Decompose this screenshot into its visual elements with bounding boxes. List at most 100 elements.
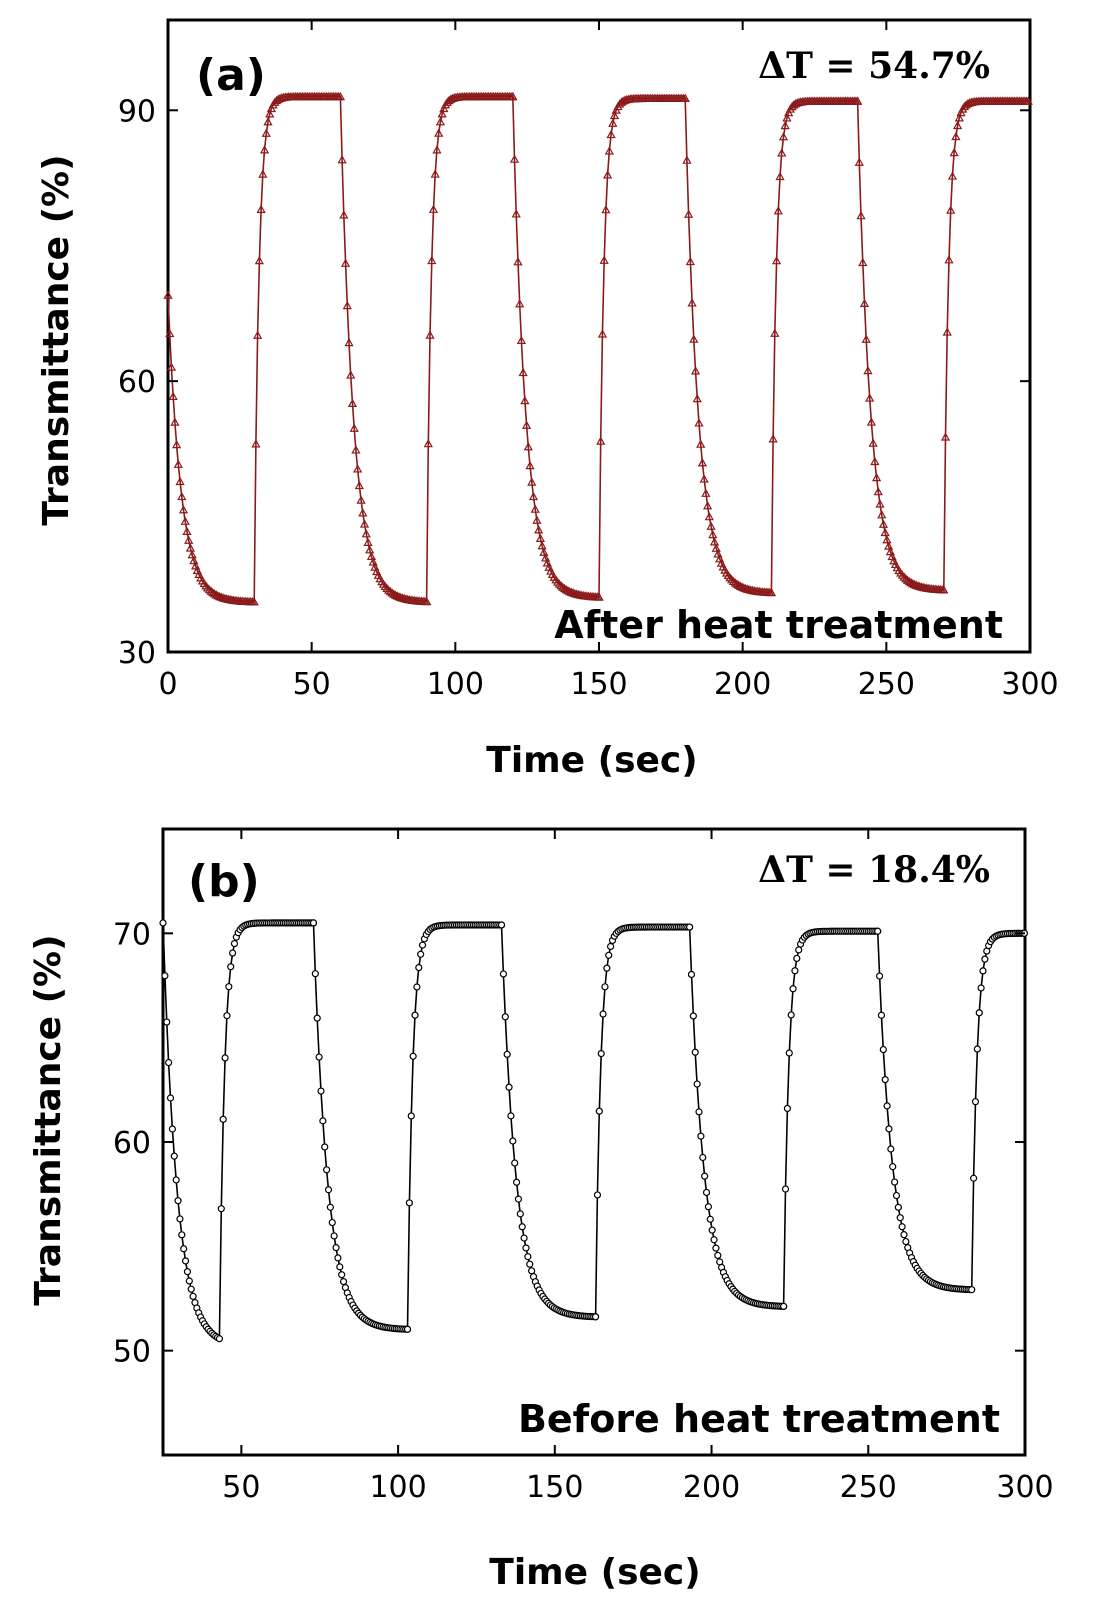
panel-b-data-point [309,919,318,927]
panel-b-y-tick-label: 70 [113,917,151,952]
panel-b-x-tick-label: 300 [996,1470,1053,1505]
panel-a-data-point [875,499,885,508]
panel-b-data-point [691,1048,699,1056]
panel-a-data-point [354,480,364,490]
panel-a-data-point [768,434,778,443]
panel-b-data-point [311,970,319,978]
panel-b-data-point [704,1203,713,1211]
panel-b-delta-t-annotation: ΔT = 18.4% [758,849,990,891]
panel-a-data-point [163,290,173,299]
panel-a-data-point [347,398,358,408]
panel-a-data-point [435,117,446,126]
panel-a-data-point [778,132,789,141]
panel-a-data-point [906,577,916,587]
panel-a-x-axis-title: Time (sec) [486,740,697,781]
panel-b-data-point [791,967,799,975]
panel-b-data-point [593,1191,602,1199]
panel-a-data-point [185,543,196,552]
panel-a-data-point [951,131,961,141]
panel-b-data-point [511,1159,519,1167]
panel-a-data-point [604,146,614,155]
panel-a-data-point [782,113,792,122]
panel-b-treatment-label: Before heat treatment [518,1397,1000,1441]
panel-b-data-point [178,1231,186,1239]
panel-b-data-point [227,963,235,971]
panel-b-data-point [411,1011,419,1019]
panel-a-data-point [178,505,189,514]
panel-b-data-point [701,1172,709,1180]
panel-a-data-point [877,510,887,519]
panel-a-data-point [727,574,737,584]
panel-a-data-point [732,579,742,588]
panel-a-data-point [697,458,708,467]
panel-a-data-point [349,423,359,432]
panel-a-data-point [866,417,877,426]
panel-b-data-point [979,967,987,975]
panel-a-data-point [696,439,706,448]
panel-a-data-point [594,592,604,601]
panel-b-data-point [874,927,882,935]
panel-a-data-point [363,537,373,546]
panel-a-data-point [532,515,542,524]
panel-b-data-point [975,1009,983,1017]
panel-a-data-point [172,439,182,449]
panel-a-data-point [871,472,882,482]
panel-a-data-point [384,585,394,594]
panel-a-data-point [949,147,959,157]
panel-a-data-point [206,586,216,595]
panel-b-data-point [514,1195,523,1203]
panel-a-data-point [261,128,271,137]
panel-b-data-point [512,1178,521,1186]
panel-a-data-point [528,491,539,501]
panel-b-data-point [319,1117,327,1125]
panel-a-data-point [535,533,546,542]
panel-b-data-point [889,1163,897,1171]
panel-a-data-point [601,204,611,214]
panel-a-data-point [775,171,785,181]
panel-b-data-point [321,1143,329,1151]
panel-b-data-point [215,1335,224,1343]
panel-b-data-point [595,1107,603,1115]
panel-a-data-point [515,299,525,308]
panel-b-data-point [324,1186,333,1194]
panel-b-data-point [599,1010,607,1018]
panel-a-data-point [901,574,911,583]
panel-b-data-point [781,1185,790,1193]
panel-b-data-point [597,1049,605,1058]
panel-b-data-point [687,970,696,979]
panel-a-data-point [904,576,914,586]
panel-b-data-point [885,1125,893,1133]
panel-a-data-point [690,366,701,375]
panel-a-data-point [728,576,739,585]
panel-b-data-point [176,1215,184,1223]
panel-a-data-point [735,581,745,590]
panel-a-data-point [880,527,890,537]
panel-b-data-point [518,1223,526,1231]
panel-a-data-point [873,486,883,496]
panel-b-x-tick-label: 100 [369,1470,426,1505]
panel-b-data-point [524,1253,532,1261]
panel-a-data-point [899,572,909,581]
panel-b-y-tick-label: 60 [113,1126,151,1161]
panel-a-data-point [908,578,918,588]
panel-b-x-tick-label: 200 [683,1470,740,1505]
panel-a-data-point [168,391,178,401]
panel-b-x-tick-label: 150 [526,1470,583,1505]
panel-a-data-point [253,330,263,339]
panel-a-series-line [167,95,1029,603]
panel-b-data-point [336,1263,344,1271]
panel-a-data-point [365,545,375,554]
panel-a-data-point [852,96,863,105]
panel-a-data-point [346,370,356,379]
panel-a-data-point [942,327,952,336]
panel-a-data-point [256,204,266,213]
panel-b-data-point [516,1210,524,1218]
panel-b-data-point [507,1112,515,1120]
panel-a-data-point [340,258,351,267]
panel-a-data-point [878,519,889,528]
panel-a-data-point [368,557,378,566]
panel-b-data-point [706,1215,714,1223]
panel-a-data-point [254,255,264,265]
panel-b-ticks: 50 100 150 200 250 300 50 60 70 [113,829,1054,1505]
panel-b-data-point [977,984,985,992]
